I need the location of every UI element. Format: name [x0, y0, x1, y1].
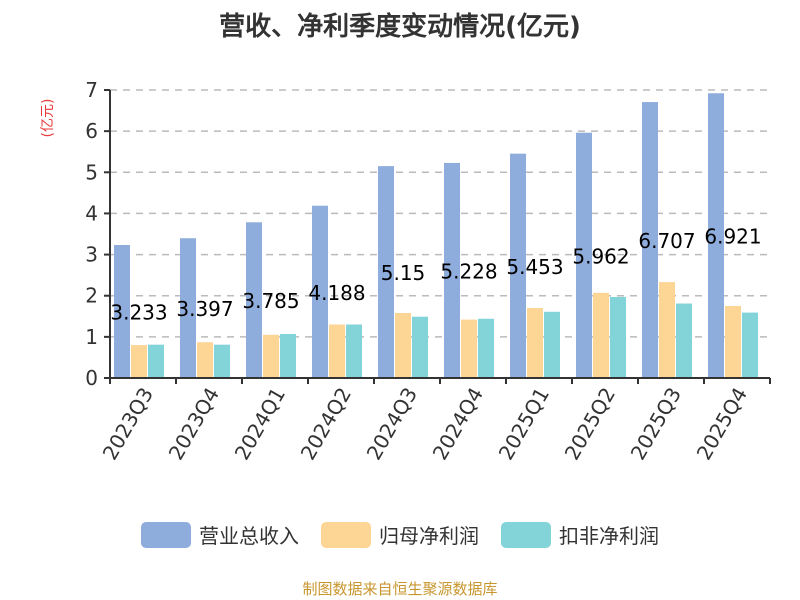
x-tick-label: 2025Q2 — [560, 383, 620, 464]
legend-label-deducted-net-profit: 扣非净利润 — [559, 524, 659, 548]
data-label: 5.15 — [381, 261, 426, 285]
y-tick-label: 7 — [85, 78, 98, 102]
bar-series-0-2025Q1 — [510, 153, 526, 378]
bar-series-0-2024Q4 — [444, 162, 460, 378]
y-tick-label: 2 — [85, 284, 98, 308]
y-tick-label: 1 — [85, 325, 98, 349]
bar-series-2-2025Q2 — [610, 296, 626, 378]
bar-series-2-2023Q4 — [214, 344, 230, 378]
data-labels: 3.233 3.397 3.785 4.188 5.15 5.228 5.453 5.962 6… — [110, 225, 761, 325]
y-tick-label: 6 — [85, 119, 98, 143]
x-tick-label: 2025Q1 — [494, 383, 554, 464]
axes — [104, 89, 771, 384]
legend-item-deducted-net-profit[interactable]: 扣非净利润 — [501, 520, 659, 549]
grid-lines — [110, 89, 770, 338]
bar-series-1-2024Q3 — [395, 312, 411, 378]
bar-series-2-2023Q3 — [148, 344, 164, 378]
legend-item-revenue[interactable]: 营业总收入 — [141, 520, 299, 549]
bar-series-2-2024Q2 — [346, 324, 362, 378]
bar-series-1-2025Q2 — [593, 292, 609, 378]
bar-series-0-2025Q4 — [708, 93, 724, 379]
x-tick-label: 2025Q4 — [692, 383, 752, 464]
y-tick-label: 3 — [85, 243, 98, 267]
legend-swatch-parent-net-profit — [321, 521, 371, 548]
data-label: 5.453 — [506, 255, 563, 279]
data-label: 3.233 — [110, 300, 167, 324]
bar-series-1-2025Q4 — [725, 306, 741, 378]
data-label: 6.921 — [704, 225, 761, 249]
legend-swatch-deducted-net-profit — [501, 521, 551, 548]
x-tick-label: 2024Q2 — [296, 383, 356, 464]
bar-series-1-2024Q1 — [263, 334, 279, 378]
bar-series-0-2023Q4 — [180, 238, 196, 378]
legend: 营业总收入 归母净利润 扣非净利润 — [0, 520, 800, 549]
data-label: 3.397 — [176, 297, 233, 321]
x-tick-labels: 2023Q3 2023Q4 2024Q1 2024Q2 2024Q3 2024Q4 2025… — [98, 383, 752, 464]
bar-series-1-2025Q1 — [527, 308, 543, 378]
x-tick-label: 2024Q3 — [362, 383, 422, 464]
bar-series-2-2024Q1 — [280, 333, 296, 378]
data-label: 3.785 — [242, 289, 299, 313]
legend-label-parent-net-profit: 归母净利润 — [379, 524, 479, 548]
data-label: 4.188 — [308, 281, 365, 305]
data-label: 5.962 — [572, 244, 629, 268]
y-tick-label: 4 — [85, 201, 98, 225]
y-axis-label: (亿元) — [40, 99, 56, 138]
x-tick-label: 2023Q3 — [98, 383, 158, 464]
bar-series-1-2023Q4 — [197, 342, 213, 378]
bar-series-1-2024Q4 — [461, 319, 477, 378]
bar-series-0-2025Q3 — [642, 102, 658, 378]
bar-series-0-2024Q2 — [312, 205, 328, 378]
legend-item-parent-net-profit[interactable]: 归母净利润 — [321, 520, 479, 549]
y-tick-label: 5 — [85, 160, 98, 184]
bar-series-1-2023Q3 — [131, 345, 147, 378]
legend-swatch-revenue — [141, 521, 191, 548]
chart-title: 营收、净利季度变动情况(亿元) — [219, 12, 581, 42]
bar-series-0-2024Q3 — [378, 166, 394, 378]
bar-series-2-2025Q1 — [544, 311, 560, 378]
bar-series-0-2024Q1 — [246, 222, 262, 378]
legend-label-revenue: 营业总收入 — [199, 524, 299, 548]
bar-series-0-2025Q2 — [576, 132, 592, 378]
bar-series-2-2025Q3 — [676, 303, 692, 378]
x-tick-label: 2024Q1 — [230, 383, 290, 464]
bar-series-2-2024Q4 — [478, 318, 494, 378]
bar-series-0-2023Q3 — [114, 244, 130, 378]
y-tick-label: 0 — [85, 366, 98, 390]
bar-series-1-2024Q2 — [329, 324, 345, 378]
bars — [114, 93, 758, 379]
data-label: 5.228 — [440, 259, 497, 283]
x-tick-label: 2025Q3 — [626, 383, 686, 464]
y-tick-labels: 0 1 2 3 4 5 6 7 — [85, 78, 98, 390]
x-tick-label: 2023Q4 — [164, 383, 224, 464]
x-tick-label: 2024Q4 — [428, 383, 488, 464]
data-label: 6.707 — [638, 229, 695, 253]
bar-series-1-2025Q3 — [659, 282, 675, 378]
bar-series-2-2024Q3 — [412, 316, 428, 378]
bar-series-2-2025Q4 — [742, 312, 758, 378]
source-note: 制图数据来自恒生聚源数据库 — [302, 580, 498, 598]
